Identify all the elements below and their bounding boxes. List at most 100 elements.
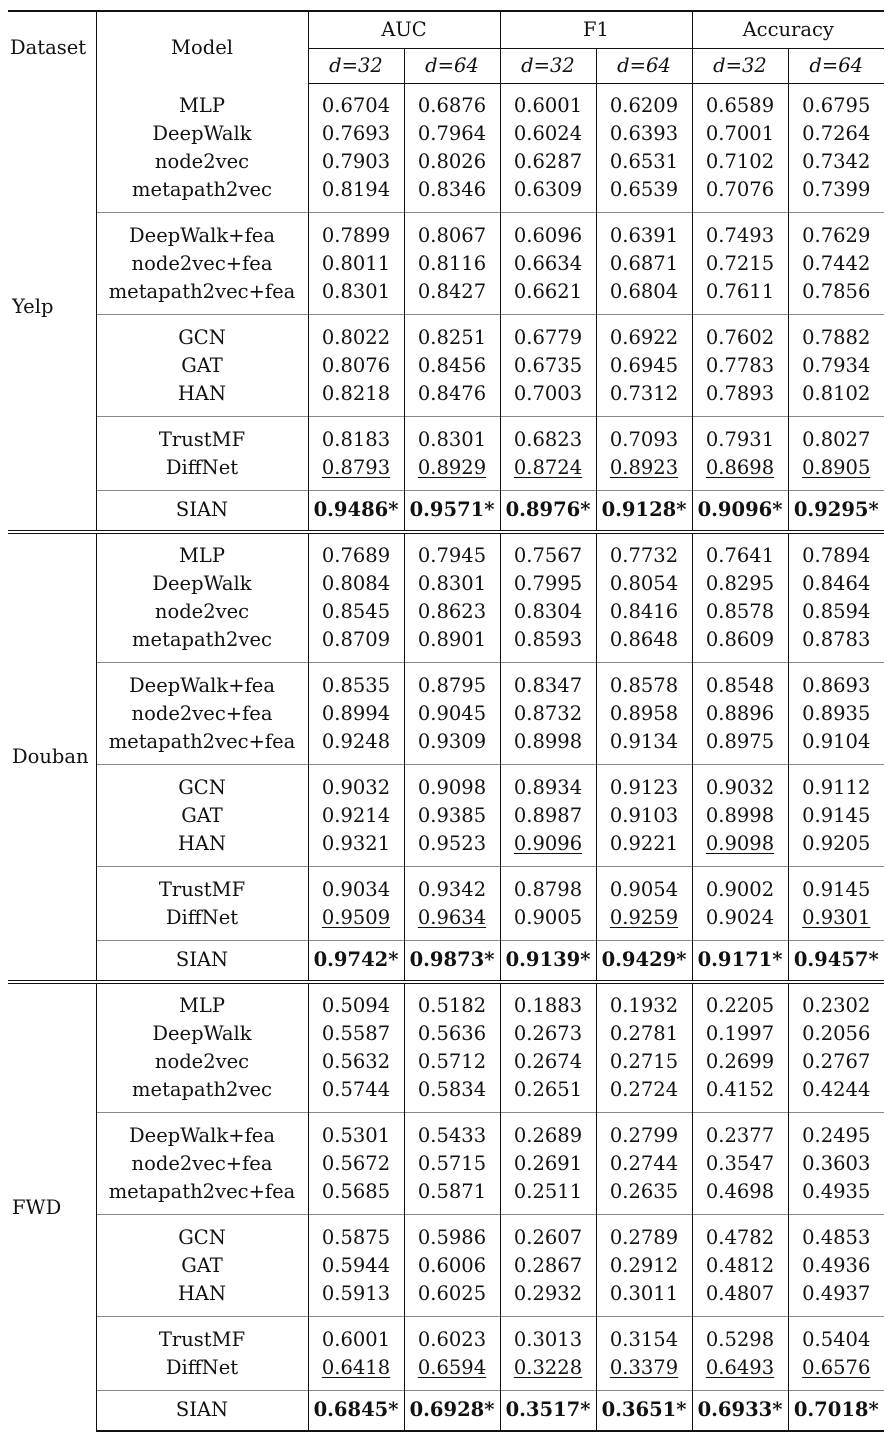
value-cell: 0.7602 (691, 314, 788, 352)
model-cell: node2vec+fea (95, 700, 308, 728)
value-cell: 0.8935 (787, 700, 884, 728)
value-text: 0.3013 (513, 1328, 583, 1351)
value-cell: 0.7442 (787, 250, 884, 278)
value-cell: 0.4936 (787, 1252, 884, 1280)
value-cell: 0.6287 (499, 148, 596, 176)
value-text: 0.8194 (321, 178, 391, 201)
value-text: 0.9024 (705, 906, 775, 929)
value-cell: 0.6309 (499, 176, 596, 213)
value-cell: 0.9103 (595, 802, 692, 830)
value-cell: 0.8022 (307, 314, 404, 352)
model-cell: GAT (95, 1252, 308, 1280)
value-text: 0.2056 (802, 1022, 871, 1045)
best-value-cell: 0.9742* (307, 940, 404, 982)
value-cell: 0.6876 (403, 83, 500, 120)
value-cell: 0.8295 (691, 570, 788, 598)
best-value-cell: 0.6845* (307, 1390, 404, 1432)
value-cell: 0.8251 (403, 314, 500, 352)
value-text: 0.6309 (513, 178, 583, 201)
model-cell: GCN (95, 314, 308, 352)
value-cell: 0.9098 (403, 764, 500, 802)
model-cell: GCN (95, 764, 308, 802)
value-cell: 0.8698 (691, 454, 788, 491)
value-cell: 0.7856 (787, 278, 884, 315)
model-cell: metapath2vec (95, 1076, 308, 1113)
value-cell: 0.4152 (691, 1076, 788, 1113)
best-value-cell: 0.9457* (787, 940, 884, 982)
value-text: 0.6922 (609, 326, 679, 349)
value-text: 0.8798 (513, 878, 583, 901)
value-cell: 0.6024 (499, 120, 596, 148)
value-cell: 0.5672 (307, 1150, 404, 1178)
dim-header: d=32 (691, 48, 788, 84)
value-cell: 0.8578 (691, 598, 788, 626)
table-row: HAN 0.9321 0.9523 0.9096 0.9221 0.9098 0.9205 (8, 830, 884, 867)
value-cell: 0.6001 (307, 1316, 404, 1354)
value-cell: 0.3013 (499, 1316, 596, 1354)
value-cell: 0.5913 (307, 1280, 404, 1317)
dim-header: d=32 (499, 48, 596, 84)
value-text: 0.5685 (321, 1180, 391, 1203)
value-cell: 0.8578 (595, 662, 692, 700)
value-text: 0.7215 (705, 252, 775, 275)
value-cell: 0.6795 (787, 83, 884, 120)
model-cell: MLP (95, 980, 308, 1020)
value-cell: 0.8183 (307, 416, 404, 454)
table-row: node2vec+fea 0.5672 0.5715 0.2691 0.2744 0.35… (8, 1150, 884, 1178)
value-text: 0.5301 (321, 1124, 391, 1147)
table-row: node2vec+fea 0.8994 0.9045 0.8732 0.8958 0.88… (8, 700, 884, 728)
value-cell: 0.8535 (307, 662, 404, 700)
value-cell: 0.8998 (691, 802, 788, 830)
value-text: 0.8905 (802, 456, 871, 479)
model-cell: metapath2vec+fea (95, 1178, 308, 1215)
value-text: 0.9259 (609, 906, 679, 929)
value-cell: 0.7945 (403, 530, 500, 570)
value-text: 0.4936 (802, 1254, 871, 1277)
value-cell: 0.2932 (499, 1280, 596, 1317)
value-text: 0.9134 (609, 730, 679, 753)
value-text: 0.6531 (609, 150, 679, 173)
value-text: 0.2699 (705, 1050, 775, 1073)
value-cell: 0.2511 (499, 1178, 596, 1215)
table-row: metapath2vec 0.8194 0.8346 0.6309 0.6539 0.70… (8, 176, 884, 213)
value-text: 0.7312 (609, 382, 679, 405)
table-row: node2vec 0.8545 0.8623 0.8304 0.8416 0.8578 0.… (8, 598, 884, 626)
value-cell: 0.9248 (307, 728, 404, 765)
value-text: 0.1997 (705, 1022, 775, 1045)
value-cell: 0.6621 (499, 278, 596, 315)
value-text: 0.9145 (802, 878, 871, 901)
value-cell: 0.3011 (595, 1280, 692, 1317)
value-cell: 0.5587 (307, 1020, 404, 1048)
table-row: metapath2vec 0.8709 0.8901 0.8593 0.8648 0.86… (8, 626, 884, 663)
value-text: 0.7995 (513, 572, 583, 595)
value-text: 0.8301 (417, 428, 487, 451)
value-text: 0.8929 (417, 456, 487, 479)
value-cell: 0.5744 (307, 1076, 404, 1113)
value-text: 0.4935 (802, 1180, 871, 1203)
value-cell: 0.9145 (787, 802, 884, 830)
table-row: TrustMF 0.8183 0.8301 0.6823 0.7093 0.7931 0.8… (8, 416, 884, 454)
value-cell: 0.5298 (691, 1316, 788, 1354)
value-cell: 0.8301 (307, 278, 404, 315)
value-cell: 0.7641 (691, 530, 788, 570)
value-cell: 0.8102 (787, 380, 884, 417)
value-text: 0.5834 (417, 1078, 487, 1101)
value-cell: 0.2689 (499, 1112, 596, 1150)
value-text: 0.8935 (802, 702, 871, 725)
value-text: 0.7931 (705, 428, 775, 451)
value-cell: 0.9096 (499, 830, 596, 867)
value-cell: 0.7076 (691, 176, 788, 213)
value-text: 0.9634 (417, 906, 487, 929)
value-cell: 0.5636 (403, 1020, 500, 1048)
value-text: 0.5715 (417, 1152, 487, 1175)
table-row: GAT 0.9214 0.9385 0.8987 0.9103 0.8998 0.9145 (8, 802, 884, 830)
model-header: Model (95, 10, 308, 84)
value-text: 0.9034 (321, 878, 391, 901)
value-text: 0.4698 (705, 1180, 775, 1203)
value-cell: 0.7964 (403, 120, 500, 148)
value-text: 0.7442 (802, 252, 871, 275)
value-cell: 0.6209 (595, 83, 692, 120)
table-row: TrustMF 0.9034 0.9342 0.8798 0.9054 0.9002 0.9… (8, 866, 884, 904)
value-cell: 0.8545 (307, 598, 404, 626)
value-cell: 0.7264 (787, 120, 884, 148)
